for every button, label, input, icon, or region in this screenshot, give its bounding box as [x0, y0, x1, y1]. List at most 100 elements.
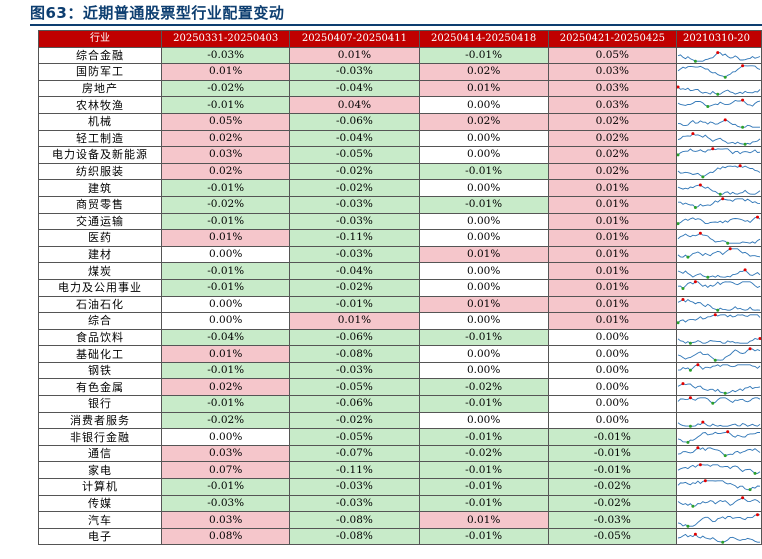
sparkline-path — [677, 216, 761, 224]
industry-name: 农林牧渔 — [37, 96, 163, 114]
change-cell-week-3: 0.00% — [418, 129, 549, 148]
sparkline-high-marker — [696, 363, 700, 367]
change-cell-week-2: -0.06% — [289, 112, 420, 131]
sparkline-low-marker — [726, 242, 730, 246]
change-cell-week-1: -0.01% — [161, 478, 291, 496]
trend-sparkline — [675, 129, 762, 148]
table-row: 基础化工 0.01% -0.08% 0.00% 0.00% — [37, 345, 762, 363]
sparkline-path — [677, 65, 761, 79]
industry-name: 家电 — [37, 461, 163, 480]
sparkline-low-marker — [686, 524, 690, 528]
change-cell-week-4: 0.03% — [547, 79, 677, 98]
change-cell-week-2: 0.01% — [289, 312, 420, 330]
change-cell-week-1: 0.00% — [161, 312, 291, 330]
table-row: 银行 -0.01% -0.06% -0.01% 0.00% — [37, 395, 762, 413]
change-cell-week-2: -0.02% — [289, 179, 420, 197]
table-row: 有色金属 0.02% -0.05% -0.02% 0.00% — [37, 378, 762, 397]
sparkline-path — [677, 298, 761, 311]
table-row: 通信 0.03% -0.07% -0.02% -0.01% — [37, 444, 762, 463]
change-cell-week-1: 0.00% — [161, 245, 291, 264]
change-cell-week-3: -0.01% — [418, 46, 549, 65]
sparkline-path — [677, 132, 761, 145]
change-cell-week-1: 0.00% — [161, 428, 291, 446]
industry-name: 综合 — [37, 312, 163, 330]
industry-name: 食品饮料 — [37, 328, 163, 347]
sparkline-path — [677, 86, 761, 95]
sparkline-path — [677, 233, 761, 245]
change-cell-week-4: 0.01% — [547, 229, 677, 247]
title-divider — [30, 24, 762, 26]
change-cell-week-1: -0.02% — [161, 195, 291, 214]
industry-name: 轻工制造 — [37, 129, 163, 148]
change-cell-week-2: 0.04% — [289, 96, 420, 114]
change-cell-week-1: 0.05% — [161, 112, 291, 131]
change-cell-week-3: -0.02% — [418, 444, 549, 463]
table-row: 轻工制造 0.02% -0.04% 0.00% 0.02% — [37, 129, 762, 148]
change-cell-week-1: -0.01% — [161, 212, 291, 231]
sparkline-high-marker — [721, 197, 725, 201]
sparkline-path — [677, 148, 761, 156]
change-cell-week-4: 0.01% — [547, 179, 677, 197]
figure-title: 图63：近期普通股票型行业配置变动 — [30, 4, 285, 22]
sparkline-high-marker — [681, 381, 685, 385]
change-cell-week-4: 0.01% — [547, 278, 677, 297]
table-row: 电力及公用事业 -0.01% -0.02% 0.00% 0.01% — [37, 278, 762, 297]
table-row: 综合 0.00% 0.01% 0.00% 0.01% — [37, 312, 762, 330]
table-header-row: 行业 20250331-20250403 20250407-20250411 2… — [37, 30, 762, 48]
trend-sparkline — [675, 212, 762, 231]
industry-name: 钢铁 — [37, 361, 163, 380]
change-cell-week-1: 0.03% — [161, 146, 291, 164]
table-row: 交通运输 -0.01% -0.03% 0.00% 0.01% — [37, 212, 762, 231]
industry-name: 综合金融 — [37, 46, 163, 65]
change-cell-week-1: -0.02% — [161, 79, 291, 98]
sparkline-low-marker — [688, 368, 692, 372]
change-cell-week-3: 0.01% — [418, 295, 549, 314]
trend-sparkline — [675, 262, 762, 280]
table-row: 商贸零售 -0.02% -0.03% -0.01% 0.01% — [37, 195, 762, 214]
sparkline-low-marker — [706, 275, 710, 279]
trend-sparkline — [675, 79, 762, 98]
table-row: 电力设备及新能源 0.03% -0.05% 0.00% 0.02% — [37, 146, 762, 164]
table-row: 消费者服务 -0.02% -0.02% 0.00% 0.00% — [37, 411, 762, 430]
change-cell-week-4: 0.03% — [547, 96, 677, 114]
change-cell-week-4: 0.05% — [547, 46, 677, 65]
trend-sparkline — [675, 494, 762, 513]
change-cell-week-1: 0.07% — [161, 461, 291, 480]
change-cell-week-2: -0.03% — [289, 478, 420, 496]
change-cell-week-3: 0.00% — [418, 361, 549, 380]
sparkline-low-marker — [688, 341, 692, 345]
sparkline-low-marker — [693, 59, 697, 63]
sparkline-path — [677, 165, 761, 178]
change-cell-week-1: -0.01% — [161, 361, 291, 380]
change-cell-week-2: -0.04% — [289, 129, 420, 148]
trend-sparkline — [675, 63, 762, 81]
change-cell-week-3: -0.01% — [418, 527, 549, 546]
sparkline-path — [677, 382, 761, 394]
change-cell-week-1: -0.01% — [161, 262, 291, 280]
trend-sparkline — [675, 395, 762, 413]
sparkline-low-marker — [681, 287, 685, 291]
sparkline-low-marker — [688, 424, 692, 428]
change-cell-week-1: 0.03% — [161, 444, 291, 463]
sparkline-path — [677, 347, 761, 361]
header-week-2: 20250407-20250411 — [289, 30, 420, 48]
sparkline-low-marker — [741, 125, 745, 129]
table-row: 煤炭 -0.01% -0.04% 0.00% 0.01% — [37, 262, 762, 280]
sparkline-high-marker — [741, 64, 745, 68]
table-row: 石油石化 0.00% -0.01% 0.01% 0.01% — [37, 295, 762, 314]
change-cell-week-1: -0.01% — [161, 96, 291, 114]
industry-name: 基础化工 — [37, 345, 163, 363]
change-cell-week-2: -0.02% — [289, 278, 420, 297]
change-cell-week-2: -0.03% — [289, 245, 420, 264]
industry-name: 消费者服务 — [37, 411, 163, 430]
table-row: 计算机 -0.01% -0.03% -0.01% -0.02% — [37, 478, 762, 496]
table-row: 汽车 0.03% -0.08% 0.01% -0.03% — [37, 511, 762, 529]
sparkline-high-marker — [691, 132, 695, 136]
change-cell-week-4: 0.00% — [547, 378, 677, 397]
trend-sparkline — [675, 146, 762, 164]
change-cell-week-2: -0.03% — [289, 63, 420, 81]
sparkline-low-marker — [718, 192, 722, 196]
trend-sparkline — [675, 428, 762, 446]
sparkline-path — [677, 268, 761, 278]
change-cell-week-4: -0.02% — [547, 494, 677, 513]
